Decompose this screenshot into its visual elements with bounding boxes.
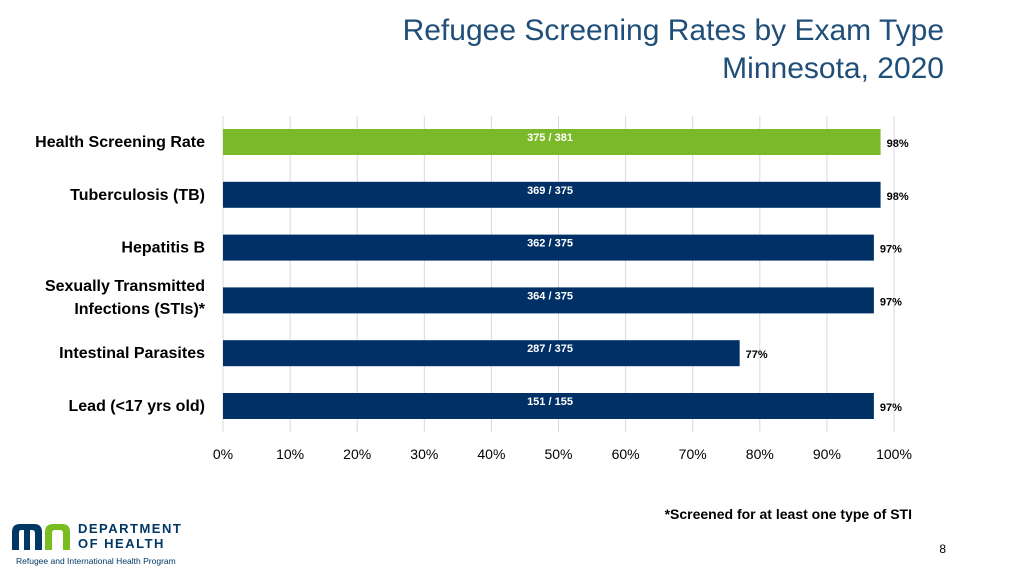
category-label-line: Intestinal Parasites: [59, 345, 205, 362]
category-label: Sexually Transmitted Infections (STIs)*: [45, 278, 206, 318]
chart-title: Refugee Screening Rates by Exam Type: [402, 14, 944, 47]
category-label-line: Infections (STIs)*: [74, 301, 205, 318]
x-tick-label: 80%: [746, 446, 774, 462]
category-label: Intestinal Parasites: [59, 345, 205, 362]
bar-value-label: 77%: [746, 349, 768, 361]
bar-count-label: 362 / 375: [527, 238, 573, 250]
bar-count-label: 287 / 375: [527, 343, 573, 355]
bar-value-label: 97%: [880, 244, 902, 256]
x-tick-label: 100%: [876, 446, 912, 462]
bar: [223, 181, 881, 208]
bar-count-label: 375 / 381: [527, 132, 573, 144]
x-tick-label: 70%: [679, 446, 707, 462]
x-tick-label: 10%: [276, 446, 304, 462]
bar: [223, 287, 874, 314]
logo-line1: DEPARTMENT: [78, 521, 183, 536]
logo-line2: OF HEALTH: [78, 536, 165, 551]
bar: [223, 340, 740, 367]
logo-subtitle: Refugee and International Health Program: [16, 556, 176, 566]
category-label: Lead (<17 yrs old): [69, 398, 206, 415]
category-label-line: Tuberculosis (TB): [70, 187, 205, 204]
x-tick-label: 40%: [477, 446, 505, 462]
category-label-line: Health Screening Rate: [35, 134, 205, 151]
category-label: Tuberculosis (TB): [70, 187, 205, 204]
category-label-line: Hepatitis B: [121, 240, 205, 257]
category-label: Hepatitis B: [121, 240, 205, 257]
bar-chart: 0% 10% 20% 30% 40% 50% 60% 70% 80% 90% 100% 375 / 3…: [35, 116, 912, 462]
category-label-line: Sexually Transmitted: [45, 278, 205, 295]
bar-value-label: 98%: [887, 138, 909, 150]
bar-count-label: 364 / 375: [527, 290, 573, 302]
bar: [223, 393, 874, 419]
mn-logo-icon: [12, 524, 70, 550]
bar-value-label: 98%: [887, 191, 909, 203]
x-tick-label: 30%: [410, 446, 438, 462]
x-tick-label: 90%: [813, 446, 841, 462]
bar-value-label: 97%: [880, 402, 902, 414]
bar-value-label: 97%: [880, 296, 902, 308]
x-tick-label: 20%: [343, 446, 371, 462]
chart-subtitle: Minnesota, 2020: [722, 52, 944, 85]
category-label: Health Screening Rate: [35, 134, 205, 151]
x-tick-label: 0%: [213, 446, 233, 462]
bar: [223, 234, 874, 261]
x-tick-label: 60%: [612, 446, 640, 462]
page-number: 8: [939, 542, 946, 556]
bar: [223, 129, 881, 155]
bar-count-label: 369 / 375: [527, 185, 573, 197]
footnote: *Screened for at least one type of STI: [664, 506, 912, 522]
x-tick-label: 50%: [544, 446, 572, 462]
bar-count-label: 151 / 155: [527, 396, 573, 408]
mdh-logo: DEPARTMENT OF HEALTH Refugee and Interna…: [12, 520, 212, 572]
category-label-line: Lead (<17 yrs old): [69, 398, 206, 415]
